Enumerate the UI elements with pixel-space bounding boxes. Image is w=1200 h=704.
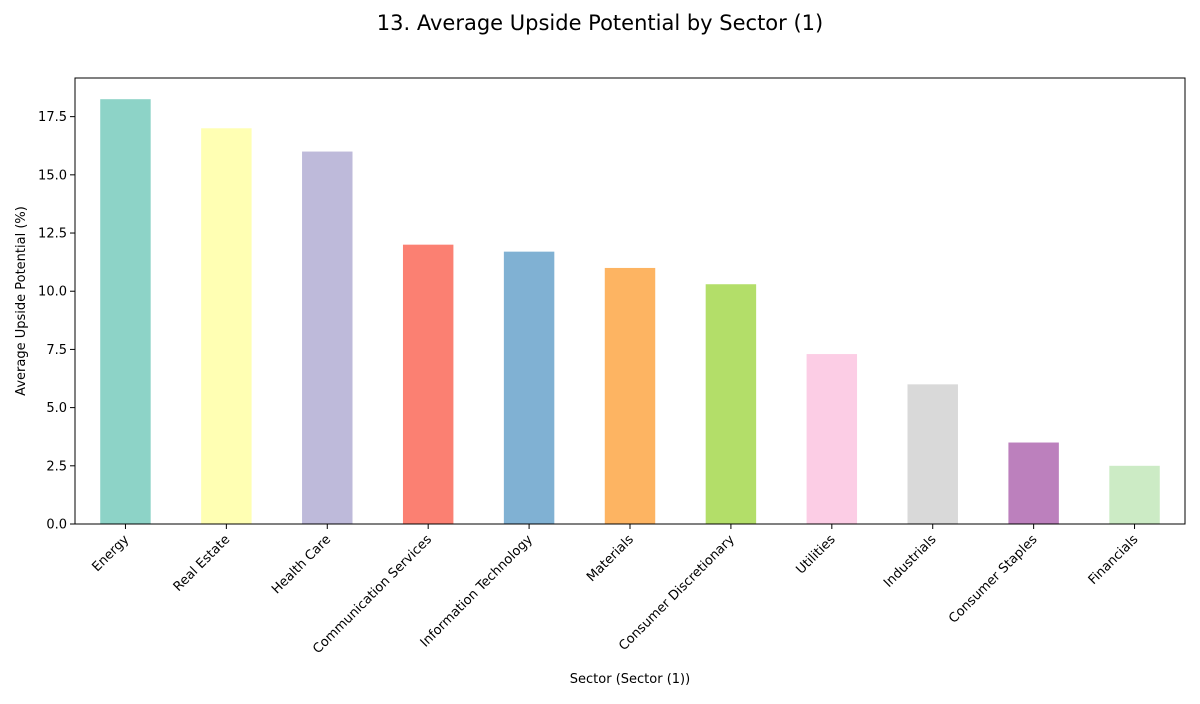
x-tick-label: Consumer Discretionary bbox=[616, 532, 738, 654]
y-tick-label: 15.0 bbox=[38, 168, 67, 183]
x-tick-label: Consumer Staples bbox=[946, 532, 1040, 626]
bar-information-technology bbox=[503, 251, 555, 524]
bar-consumer-discretionary bbox=[705, 284, 757, 524]
bar-materials bbox=[604, 267, 656, 524]
x-tick-label: Materials bbox=[584, 532, 637, 585]
x-tick-label: Financials bbox=[1086, 532, 1142, 588]
y-tick-label: 2.5 bbox=[46, 459, 67, 474]
y-tick-label: 10.0 bbox=[38, 285, 67, 300]
plot-area: 0.0 2.5 5.0 7.5 10.0 12.5 15.0 17.5 Energy Real E… bbox=[38, 77, 1186, 657]
x-tick-label: Real Estate bbox=[171, 532, 233, 594]
bar-consumer-staples bbox=[1008, 442, 1059, 524]
bar-communication-services bbox=[402, 244, 454, 524]
y-tick-label: 7.5 bbox=[46, 343, 67, 358]
x-tick-label: Information Technology bbox=[418, 532, 536, 650]
y-axis-label: Average Upside Potential (%) bbox=[14, 206, 29, 396]
x-tick-label: Utilities bbox=[793, 532, 838, 577]
bar-health-care bbox=[302, 151, 353, 524]
x-axis-label: Sector (Sector (1)) bbox=[570, 672, 690, 687]
y-tick-label: 5.0 bbox=[46, 401, 67, 416]
x-tick-label: Communication Services bbox=[310, 532, 435, 657]
chart-title: 13. Average Upside Potential by Sector (… bbox=[377, 11, 823, 35]
y-tick-label: 0.0 bbox=[46, 518, 67, 533]
y-tick-label: 12.5 bbox=[38, 227, 67, 242]
x-tick-label: Health Care bbox=[269, 532, 334, 597]
y-tick-label: 17.5 bbox=[38, 110, 67, 125]
bar-real-estate bbox=[201, 128, 252, 524]
bar-utilities bbox=[806, 354, 858, 524]
bar-financials bbox=[1109, 465, 1160, 524]
bar-industrials bbox=[907, 384, 958, 524]
x-tick-label: Energy bbox=[89, 532, 132, 575]
bar-energy bbox=[100, 99, 151, 524]
x-tick-label: Industrials bbox=[881, 532, 940, 591]
